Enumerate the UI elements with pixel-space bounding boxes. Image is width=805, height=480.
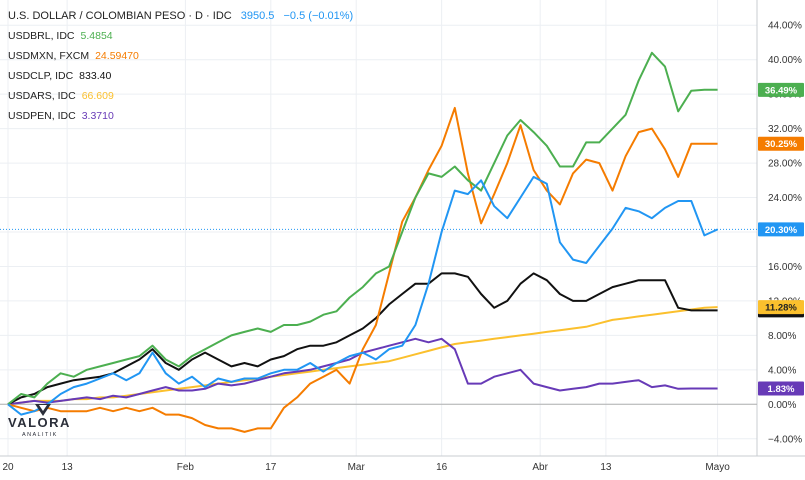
x-tick-label: 13 [62, 462, 74, 473]
last-value-text: 11.28% [765, 303, 797, 314]
y-tick-label: 16.00% [768, 262, 802, 273]
legend-value: 5.4854 [80, 30, 113, 42]
x-tick-label: 17 [265, 462, 277, 473]
x-tick-label: 20 [2, 462, 14, 473]
series-last-value-label: 11.28% [758, 300, 804, 315]
y-tick-label: 32.00% [768, 124, 802, 135]
legend-title-row: U.S. DOLLAR / COLOMBIAN PESO · D · IDC 3… [8, 6, 353, 26]
quote-change-pct: (−0.01%) [308, 10, 354, 22]
series-last-value-label: 36.49% [758, 82, 804, 97]
legend-item-usdclp[interactable]: USDCLP, IDC 833.40 [8, 66, 353, 86]
y-tick-label: 0.00% [768, 400, 796, 411]
legend: U.S. DOLLAR / COLOMBIAN PESO · D · IDC 3… [8, 6, 353, 126]
y-tick-label: 28.00% [768, 159, 802, 170]
series-last-value-label: 1.83% [758, 381, 804, 396]
series-line[interactable] [7, 272, 718, 406]
legend-item-usdpen[interactable]: USDPEN, IDC 3.3710 [8, 106, 353, 126]
series-line[interactable] [7, 175, 719, 416]
x-tick-label: Abr [532, 462, 548, 473]
y-tick-label: 4.00% [768, 365, 796, 376]
x-tick-label: 16 [436, 462, 448, 473]
x-tick-label: Mar [348, 462, 366, 473]
legend-item-usdmxn[interactable]: USDMXN, FXCM 24.59470 [8, 46, 353, 66]
legend-label: USDMXN, FXCM [8, 50, 90, 62]
y-tick-label: 24.00% [768, 193, 802, 204]
legend-label: USDCLP, IDC [8, 70, 74, 82]
legend-label: USDPEN, IDC [8, 110, 76, 122]
legend-item-usdars[interactable]: USDARS, IDC 66.609 [8, 86, 353, 106]
y-tick-label: −4.00% [768, 434, 802, 445]
valora-logo: VALORA ANALITIK [8, 404, 78, 444]
last-value-text: 1.83% [768, 384, 795, 395]
legend-label: USDARS, IDC [8, 90, 76, 102]
quote-change: −0.5 [283, 10, 306, 22]
series-line[interactable] [7, 106, 718, 433]
legend-value: 66.609 [81, 90, 114, 102]
legend-value: 833.40 [79, 70, 112, 82]
logo-name: VALORA [8, 415, 71, 430]
x-tick-label: Mayo [705, 462, 730, 473]
legend-item-usdbrl[interactable]: USDBRL, IDC 5.4854 [8, 26, 353, 46]
legend-label: USDBRL, IDC [8, 30, 75, 42]
quote-last: 3950.5 [240, 10, 275, 22]
last-value-text: 36.49% [765, 85, 798, 96]
last-value-text: 20.30% [765, 225, 798, 236]
x-tick-label: Feb [177, 462, 195, 473]
chart-title: U.S. DOLLAR / COLOMBIAN PESO · D · IDC [8, 10, 232, 22]
series-line[interactable] [7, 51, 718, 406]
logo-mark-icon [35, 404, 51, 416]
series-line[interactable] [7, 306, 718, 406]
logo-subtitle: ANALITIK [22, 432, 58, 438]
series-last-value-label: 30.25% [758, 136, 804, 151]
y-tick-label: 40.00% [768, 55, 802, 66]
y-tick-label: 8.00% [768, 331, 796, 342]
last-value-text: 30.25% [765, 139, 798, 150]
series-last-value-label: 20.30% [758, 222, 804, 237]
y-tick-label: 44.00% [768, 21, 802, 32]
legend-value: 3.3710 [81, 110, 114, 122]
x-tick-label: 13 [600, 462, 612, 473]
legend-value: 24.59470 [95, 50, 139, 62]
